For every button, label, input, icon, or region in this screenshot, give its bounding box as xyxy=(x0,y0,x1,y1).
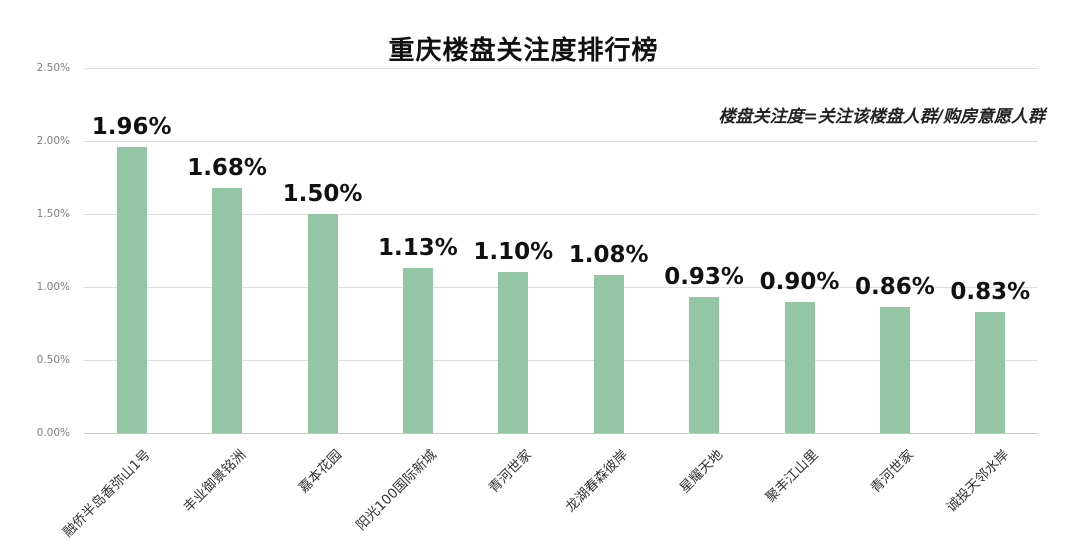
bar xyxy=(498,272,529,433)
y-tick-label: 2.50% xyxy=(36,62,70,74)
bar-value-label: 1.68% xyxy=(187,154,267,181)
gridline xyxy=(84,213,1038,215)
chart-annotation: 楼盘关注度=关注该楼盘人群/购房意愿人群 xyxy=(718,107,1045,127)
y-tick-label: 0.00% xyxy=(36,427,70,439)
bar-value-label: 1.96% xyxy=(91,113,172,140)
bar xyxy=(784,301,815,433)
x-category-label: 青河世家 xyxy=(867,446,918,497)
x-category-label: 融侨半岛香弥山1号 xyxy=(60,446,154,541)
bar xyxy=(593,275,624,433)
y-tick-label: 1.50% xyxy=(36,208,70,220)
bar xyxy=(689,297,720,433)
bar xyxy=(307,214,338,433)
bar xyxy=(212,187,243,433)
x-category-label: 阳光100国际新城 xyxy=(353,446,441,534)
bar-value-label: 0.83% xyxy=(950,278,1031,305)
y-tick-label: 2.00% xyxy=(36,135,70,147)
gridline xyxy=(84,67,1038,69)
y-tick-label: 1.00% xyxy=(36,281,70,293)
gridline xyxy=(84,286,1038,288)
x-category-label: 嘉本花园 xyxy=(295,446,345,497)
bar xyxy=(879,307,910,433)
bar-value-label: 0.90% xyxy=(759,268,840,295)
chart-title: 重庆楼盘关注度排行榜 xyxy=(388,36,659,66)
bar-value-label: 1.08% xyxy=(568,242,649,269)
x-category-label: 诚投天邻水岸 xyxy=(943,446,1013,516)
x-category-label: 龙湖春森彼岸 xyxy=(562,446,631,516)
gridline xyxy=(84,140,1038,142)
gridline xyxy=(84,359,1038,361)
x-axis-line xyxy=(84,432,1038,434)
bar xyxy=(402,268,433,433)
bar-value-label: 1.10% xyxy=(473,239,554,266)
y-tick-label: 0.50% xyxy=(36,354,70,366)
bar-value-label: 0.93% xyxy=(664,264,744,291)
x-category-label: 丰业御景铭洲 xyxy=(180,446,250,516)
x-category-label: 星耀天地 xyxy=(676,446,727,497)
bar xyxy=(116,146,147,433)
x-category-label: 聚丰江山里 xyxy=(762,446,822,506)
x-category-label: 青河世家 xyxy=(485,446,536,497)
bar-value-label: 1.13% xyxy=(377,235,458,262)
bar-value-label: 1.50% xyxy=(282,181,363,207)
bar xyxy=(975,311,1006,433)
bar-value-label: 0.86% xyxy=(854,274,935,301)
